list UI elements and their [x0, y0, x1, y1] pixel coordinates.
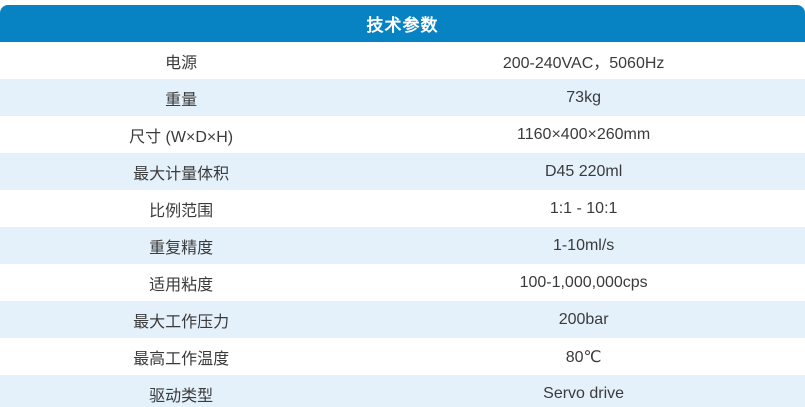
spec-label: 最大工作压力 [133, 313, 230, 331]
table-header: 技术参数 [0, 5, 805, 42]
spec-label: 电源 [165, 54, 198, 72]
spec-row: 适用粘度 100-1,000,000cps [0, 264, 805, 301]
spec-value: 80℃ [565, 348, 602, 366]
spec-value: 1-10ml/s [552, 236, 615, 254]
spec-value: 1:1 - 10:1 [549, 199, 618, 217]
spec-label: 重复精度 [149, 239, 214, 257]
spec-value: 200-240VAC，5060Hz [502, 54, 665, 72]
spec-label: 尺寸 (W×D×H) [129, 128, 234, 146]
spec-row: 重复精度 1-10ml/s [0, 227, 805, 264]
spec-value: 1160×400×260mm [517, 125, 651, 143]
spec-label: 最大计量体积 [133, 165, 230, 183]
spec-row: 驱动类型 Servo drive [0, 375, 805, 407]
table-title: 技术参数 [366, 16, 439, 35]
spec-label: 适用粘度 [149, 276, 214, 294]
spec-row: 比例范围 1:1 - 10:1 [0, 190, 805, 227]
spec-value: 73kg [566, 88, 601, 106]
spec-row: 尺寸 (W×D×H) 1160×400×260mm [0, 116, 805, 153]
spec-value: Servo drive [543, 384, 625, 402]
spec-value: 200bar [558, 310, 609, 328]
spec-row: 最高工作温度 80℃ [0, 338, 805, 375]
spec-row: 电源 200-240VAC，5060Hz [0, 42, 805, 79]
spec-label: 驱动类型 [149, 387, 214, 405]
spec-row: 最大计量体积 D45 220ml [0, 153, 805, 190]
spec-table: 技术参数 电源 200-240VAC，5060Hz 重量 73kg 尺寸 (W×… [0, 5, 805, 407]
spec-row: 最大工作压力 200bar [0, 301, 805, 338]
spec-label: 最高工作温度 [133, 350, 230, 368]
spec-label: 重量 [165, 91, 198, 109]
spec-value: D45 220ml [544, 162, 623, 180]
spec-value: 100-1,000,000cps [519, 273, 648, 291]
spec-row: 重量 73kg [0, 79, 805, 116]
spec-label: 比例范围 [149, 202, 214, 220]
